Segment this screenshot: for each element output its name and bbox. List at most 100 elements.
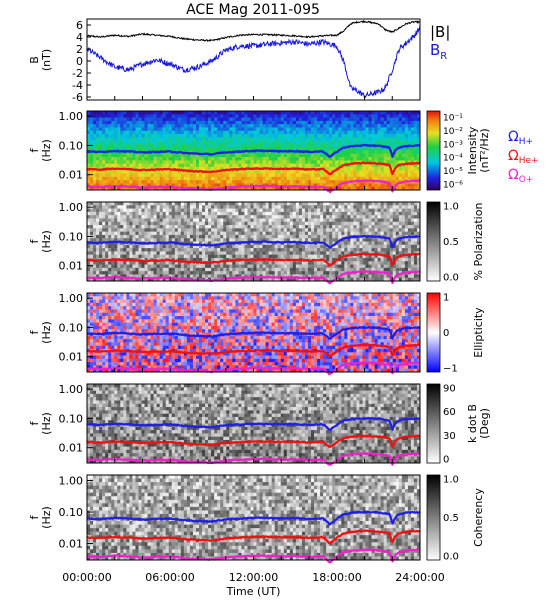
freq-tick-label: 0.10 [59,506,84,519]
legend-omega-he: ΩHe+ [508,148,539,166]
mag-ytick-label: 6 [76,19,83,32]
legend-omega-h-sub: H+ [519,137,533,147]
ellipticity-colorbar [426,292,441,373]
polarization-cbar-tick-label: 0.5 [443,237,459,248]
legend-omega-he-main: Ω [508,148,519,164]
legend-omega-he-sub: He+ [519,156,539,166]
coherency-ylabel-f: f [28,514,41,519]
kdotb-cbar-label-units: (Deg) [478,408,491,439]
mag-ylabel-2: (nT) [40,49,53,71]
intensity-cbar-tick-label: 10⁻³ [443,140,463,150]
freq-tick-label: 1.00 [59,292,84,305]
coherency-gyro-line [86,510,421,526]
freq-tick-label: 0.01 [59,538,84,551]
legend-btotal: |B| [430,23,450,41]
time-tick-label: 06:00:00 [145,571,194,584]
time-tick-label: 00:00:00 [62,571,111,584]
mag-ytick-label: 0 [76,55,83,68]
freq-tick-label: 0.10 [59,412,84,425]
intensity-cbar-label-units: (nT²/Hz) [478,128,491,172]
ellipticity-cbar-label: Ellipticity [472,307,485,358]
intensity-cbar-tick-label: 10⁻¹ [443,114,463,124]
legend-omega: ΩH+ ΩHe+ ΩO+ [508,129,539,185]
freq-tick-label: 0.10 [59,139,84,152]
mag-ytick-label: 4 [76,31,83,44]
ellipticity-ylabel-hz: (Hz) [40,321,53,344]
coherency-cbar-label: Coherency [472,488,485,547]
mag-frame [86,18,421,101]
coherency-cbar-tick-label: 0.5 [443,513,459,524]
legend-omega-o-sub: O+ [519,175,534,185]
coherency-cbar-tick-label: 1.0 [443,475,459,486]
kdotb-panel: 1.00 0.10 0.01 f (Hz) 90 60 30 0 k dot B (Deg) [28,383,491,466]
coherency-cbar-tick-label: 0.0 [443,552,459,563]
legend-omega-h-main: Ω [508,129,519,145]
mag-ytick-label: -4 [72,79,83,92]
intensity-gyro-line [86,161,421,176]
ellipticity-cbar-tick-label: −1 [443,364,458,375]
chart-title: ACE Mag 2011-095 [186,2,320,18]
kdotb-gyro-line [86,434,421,449]
intensity-cbar-tick-label: 10⁻⁶ [443,181,463,191]
intensity-colorbar [426,110,441,191]
kdotb-colorbar [426,383,441,464]
freq-tick-label: 0.01 [59,260,84,273]
intensity-cbar-label: Intensity [466,126,479,174]
mag-series-line [86,26,421,100]
kdotb-cbar-tick-label: 90 [443,384,456,395]
x-axis-label: Time (UT) [226,585,281,598]
polarization-gyro-line [86,252,421,267]
intensity-cbar-tick-label: 10⁻⁴ [443,154,463,164]
polarization-ylabel-f: f [28,238,41,243]
legend-br: BR [430,41,447,62]
freq-tick-label: 0.10 [59,230,84,243]
freq-tick-label: 0.01 [59,169,84,182]
intensity-gyro-line [86,143,421,158]
time-tick-label: 18:00:00 [312,571,361,584]
freq-tick-label: 1.00 [59,475,84,488]
polarization-gyro-line [86,234,421,249]
freq-tick-label: 1.00 [59,201,84,214]
legend-br-main: B [430,41,440,59]
time-tick-label: 12:00:00 [229,571,278,584]
freq-tick-label: 0.01 [59,351,84,364]
kdotb-ylabel-f: f [28,420,41,425]
coherency-gyro-line [86,529,421,545]
polarization-cbar-label: % Polarization [472,203,485,281]
mag-lines [86,19,421,100]
coherency-ylabel-hz: (Hz) [40,506,53,529]
mag-ylabel-1: B [28,56,41,64]
kdotb-cbar-tick-label: 0 [443,455,449,466]
ellipticity-cbar-tick-label: 1 [443,293,449,304]
legend-br-sub: R [440,51,447,62]
coherency-colorbar [426,474,441,561]
mag-ytick-label: -6 [72,91,83,104]
intensity-ylabel-hz: (Hz) [40,139,53,162]
freq-tick-label: 0.10 [59,321,84,334]
intensity-ylabel-f: f [28,147,41,152]
kdotb-ylabel-hz: (Hz) [40,412,53,435]
intensity-cbar-tick-label: 10⁻² [443,127,463,137]
mag-series-line [86,19,421,42]
polarization-cbar-tick-label: 0.0 [443,273,459,284]
polarization-colorbar [426,201,441,282]
polarization-panel: 1.00 0.10 0.01 f (Hz) 1.0 0.5 0.0 % Polarization [28,201,485,285]
ellipticity-gyro-line [86,325,421,340]
ellipticity-cbar-tick-label: 0 [443,328,449,339]
intensity-panel: 1.00 0.10 0.01 f (Hz) 10⁻¹ 10⁻² 10⁻³ 10⁻⁴ 10⁻⁵ 10⁻… [28,110,491,194]
legend-omega-o-main: Ω [508,167,519,183]
mag-ytick-label: 2 [76,43,83,56]
mag-ytick-label: -2 [72,67,83,80]
polarization-ylabel-hz: (Hz) [40,230,53,253]
legend-omega-h: ΩH+ [508,129,533,147]
ellipticity-ylabel-f: f [28,329,41,334]
kdotb-cbar-label: k dot B [466,404,479,443]
spectrogram-panels: 1.000.100.01f (Hz)10⁻¹10⁻²10⁻³10⁻⁴10⁻⁵10⁻… [28,110,491,564]
kdotb-cbar-tick-label: 30 [443,431,456,442]
freq-tick-label: 1.00 [59,110,84,123]
ellipticity-gyro-line [86,343,421,358]
intensity-cbar-tick-label: 10⁻⁵ [443,167,463,177]
